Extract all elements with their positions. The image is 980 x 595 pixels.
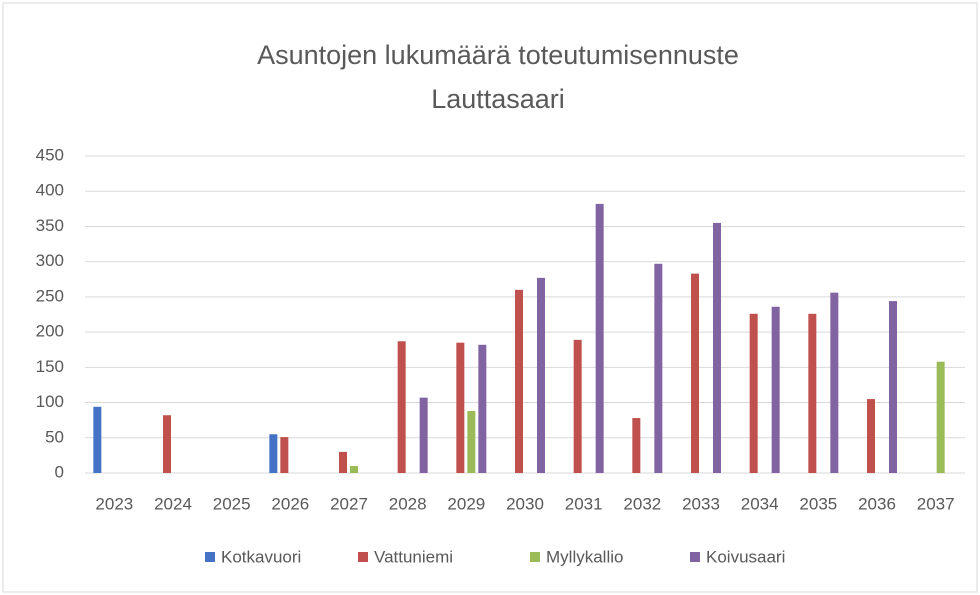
x-tick-label: 2033	[682, 494, 720, 513]
bar	[936, 361, 945, 473]
bar	[808, 313, 817, 473]
x-tick-label: 2035	[799, 494, 837, 513]
legend-label: Myllykallio	[546, 547, 623, 566]
bar	[467, 411, 476, 473]
bar	[771, 306, 780, 473]
y-tick-label: 150	[36, 357, 64, 376]
y-tick-label: 350	[36, 216, 64, 235]
bar	[713, 222, 721, 473]
bar	[478, 344, 487, 473]
chart-title: Asuntojen lukumäärä toteutumisennuste	[257, 40, 739, 70]
y-tick-label: 0	[55, 462, 64, 481]
bar	[632, 418, 641, 473]
y-tick-label: 50	[45, 427, 64, 446]
bar	[93, 406, 102, 473]
chart-title: Lauttasaari	[431, 84, 565, 114]
bar	[691, 273, 699, 473]
legend-swatch	[358, 552, 368, 562]
y-tick-label: 100	[36, 392, 64, 411]
legend-swatch	[530, 552, 540, 562]
bar	[339, 451, 347, 473]
x-tick-label: 2032	[623, 494, 661, 513]
x-tick-label: 2036	[858, 494, 896, 513]
y-tick-label: 450	[36, 145, 64, 164]
legend-swatch	[205, 552, 215, 562]
legend-swatch	[690, 552, 700, 562]
bar	[537, 277, 545, 473]
bar	[654, 263, 663, 473]
bar	[163, 415, 171, 473]
x-tick-label: 2031	[565, 494, 603, 513]
x-tick-label: 2026	[271, 494, 309, 513]
bar	[749, 313, 758, 473]
x-tick-label: 2027	[330, 494, 368, 513]
x-tick-label: 2023	[95, 494, 133, 513]
bar	[867, 399, 875, 473]
bar	[397, 341, 406, 473]
bar	[515, 289, 523, 473]
x-tick-label: 2030	[506, 494, 544, 513]
bar	[595, 203, 604, 473]
x-tick-label: 2029	[447, 494, 485, 513]
y-tick-label: 300	[36, 251, 64, 270]
x-tick-label: 2034	[741, 494, 779, 513]
y-tick-label: 200	[36, 322, 64, 341]
bar	[350, 465, 358, 473]
bar	[269, 434, 278, 473]
legend-label: Kotkavuori	[221, 547, 301, 566]
y-tick-label: 250	[36, 286, 64, 305]
x-tick-label: 2028	[389, 494, 427, 513]
legend-label: Koivusaari	[706, 547, 785, 566]
bar	[889, 301, 897, 473]
x-tick-label: 2024	[154, 494, 192, 513]
y-tick-label: 400	[36, 181, 64, 200]
x-tick-label: 2037	[917, 494, 955, 513]
bar	[573, 339, 582, 473]
bar	[830, 292, 839, 473]
bar	[456, 342, 465, 473]
bar	[419, 397, 428, 473]
legend-label: Vattuniemi	[374, 547, 453, 566]
x-tick-label: 2025	[213, 494, 251, 513]
bar	[280, 437, 289, 473]
